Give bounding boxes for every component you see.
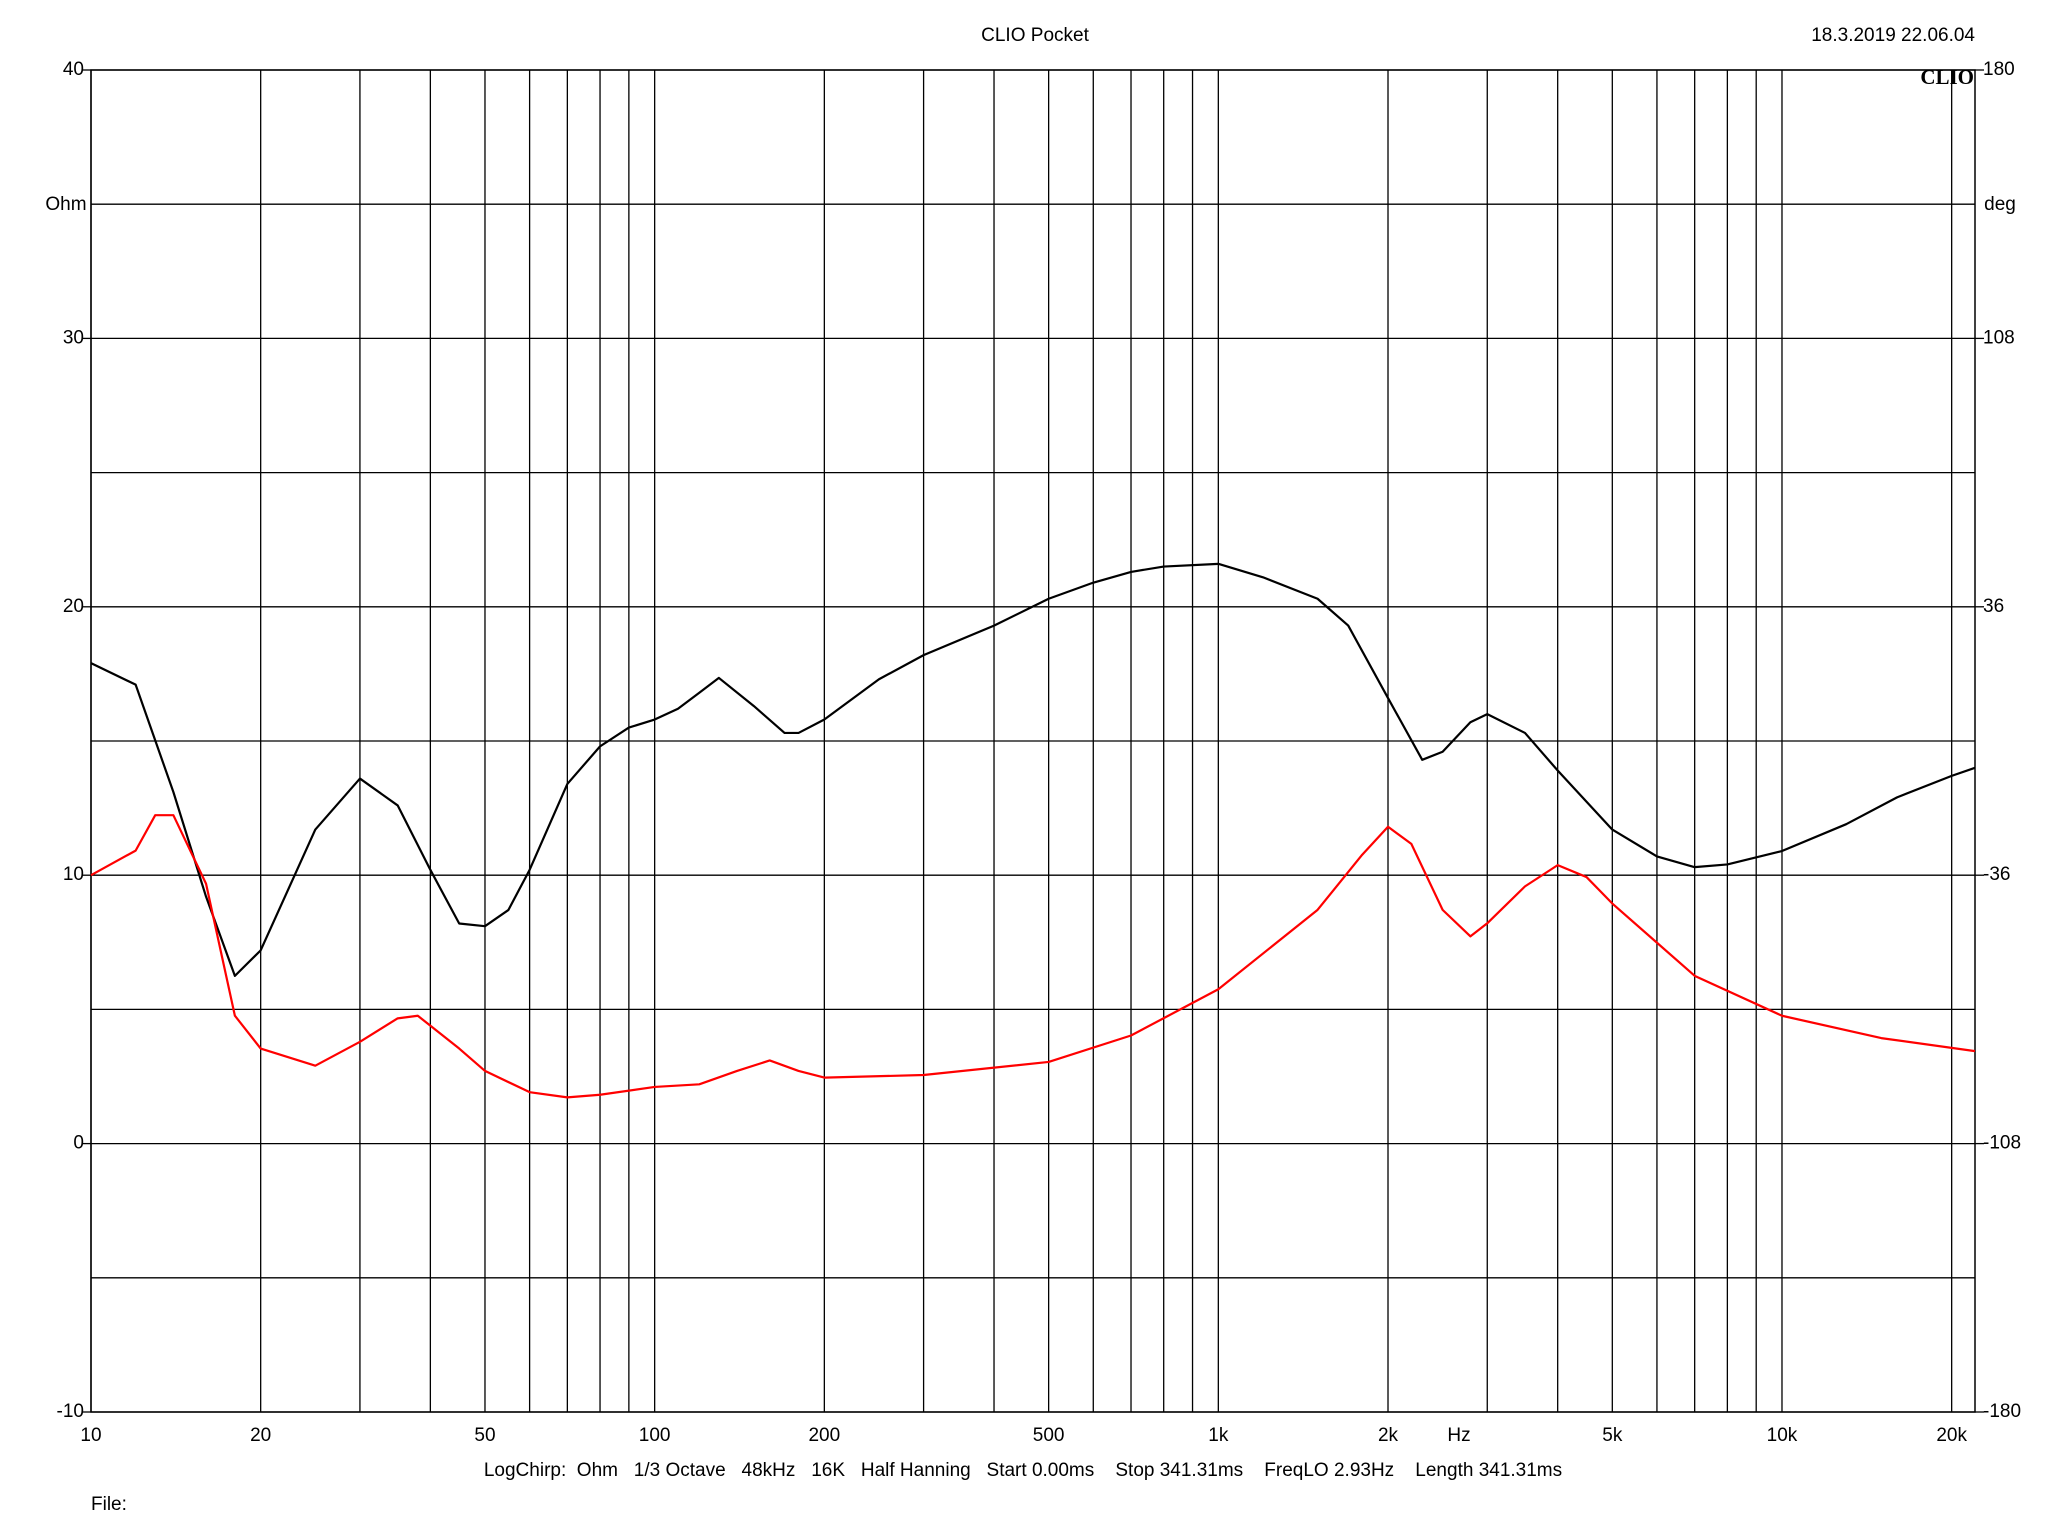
x-tick-label: 20 [250, 1425, 271, 1446]
chart-title: CLIO Pocket [981, 25, 1089, 46]
x-tick-label: 50 [474, 1425, 495, 1446]
y-tick-label: 20 [63, 596, 84, 617]
y2-tick-label: 36 [1983, 596, 2004, 617]
x-tick-label: 5k [1602, 1425, 1623, 1446]
file-label: File: [91, 1494, 127, 1515]
x-tick-label: 200 [808, 1425, 840, 1446]
y-tick-label: -10 [57, 1401, 84, 1422]
x-tick-label: 10k [1767, 1425, 1798, 1446]
y2-tick-label: -108 [1983, 1133, 2021, 1154]
x-axis-label: Hz [1447, 1425, 1470, 1446]
y2-tick-label: -180 [1983, 1401, 2021, 1422]
y-tick-label: 40 [63, 59, 84, 80]
x-tick-label: 1k [1208, 1425, 1229, 1446]
logo: CLIO [1920, 65, 1974, 89]
data-line [90, 814, 1976, 1099]
y-axis-label: Ohm [45, 194, 86, 215]
x-tick-label: 2k [1378, 1425, 1399, 1446]
plot-frame [90, 69, 1976, 1413]
y-tick-label: 0 [73, 1133, 84, 1154]
x-tick-label: 20k [1936, 1425, 1967, 1446]
y-tick-label: 30 [63, 327, 84, 348]
x-tick-label: 100 [639, 1425, 671, 1446]
y-tick-label: 10 [63, 864, 84, 885]
y2-tick-label: -36 [1983, 864, 2010, 885]
y2-axis-label: deg [1984, 194, 2016, 215]
x-tick-label: 500 [1033, 1425, 1065, 1446]
data-line [90, 562, 1976, 977]
footer: LogChirp: Ohm 1/3 Octave 48kHz 16K Half … [484, 1460, 1562, 1481]
timestamp: 18.3.2019 22.06.04 [1811, 25, 1975, 46]
x-tick-label: 10 [80, 1425, 101, 1446]
y2-tick-label: 108 [1983, 327, 2015, 348]
y2-tick-label: 180 [1983, 59, 2015, 80]
